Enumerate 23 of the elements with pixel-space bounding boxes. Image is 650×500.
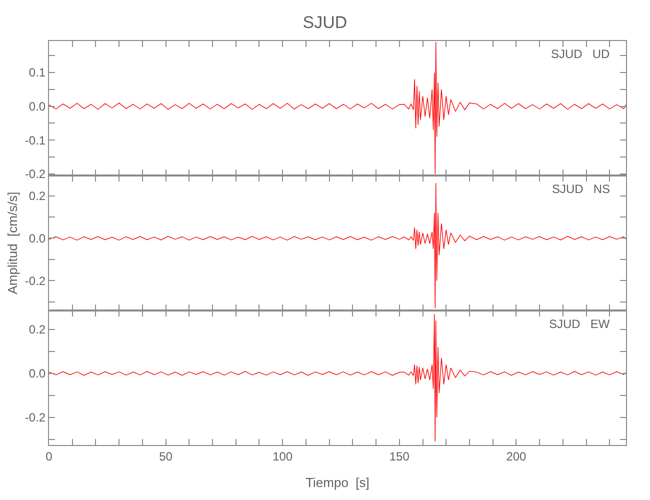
y-tick-label: 0.0 — [28, 100, 46, 114]
y-tick-label: -0.2 — [24, 410, 46, 425]
x-tick-label: 150 — [389, 449, 410, 464]
annotation: SJUD NS — [552, 182, 610, 196]
line-series — [49, 182, 626, 309]
x-tick-label: 50 — [159, 449, 173, 464]
x-tick-label: 100 — [272, 449, 293, 464]
line-series — [49, 314, 626, 442]
x-axis-title: Tiempo [s] — [306, 475, 370, 490]
x-tick-label: 0 — [46, 449, 53, 464]
y-tick-label: 0.1 — [28, 66, 46, 80]
x-tick-label: 200 — [506, 449, 527, 464]
y-tick-label: -0.2 — [24, 274, 46, 288]
annotation: SJUD EW — [549, 317, 610, 331]
y-tick-label: 0.2 — [28, 322, 46, 337]
y-tick-label: -0.1 — [24, 133, 46, 148]
y-tick-label: 0.0 — [28, 231, 46, 246]
y-tick-label: -0.2 — [24, 167, 46, 182]
y-tick-label: 0.2 — [28, 189, 46, 204]
annotation: SJUD UD — [551, 47, 610, 61]
y-tick-label: 0.0 — [28, 366, 46, 381]
chart-title: SJUD — [302, 12, 348, 32]
y-axis-title: Amplitud [cm/s/s] — [4, 192, 20, 294]
